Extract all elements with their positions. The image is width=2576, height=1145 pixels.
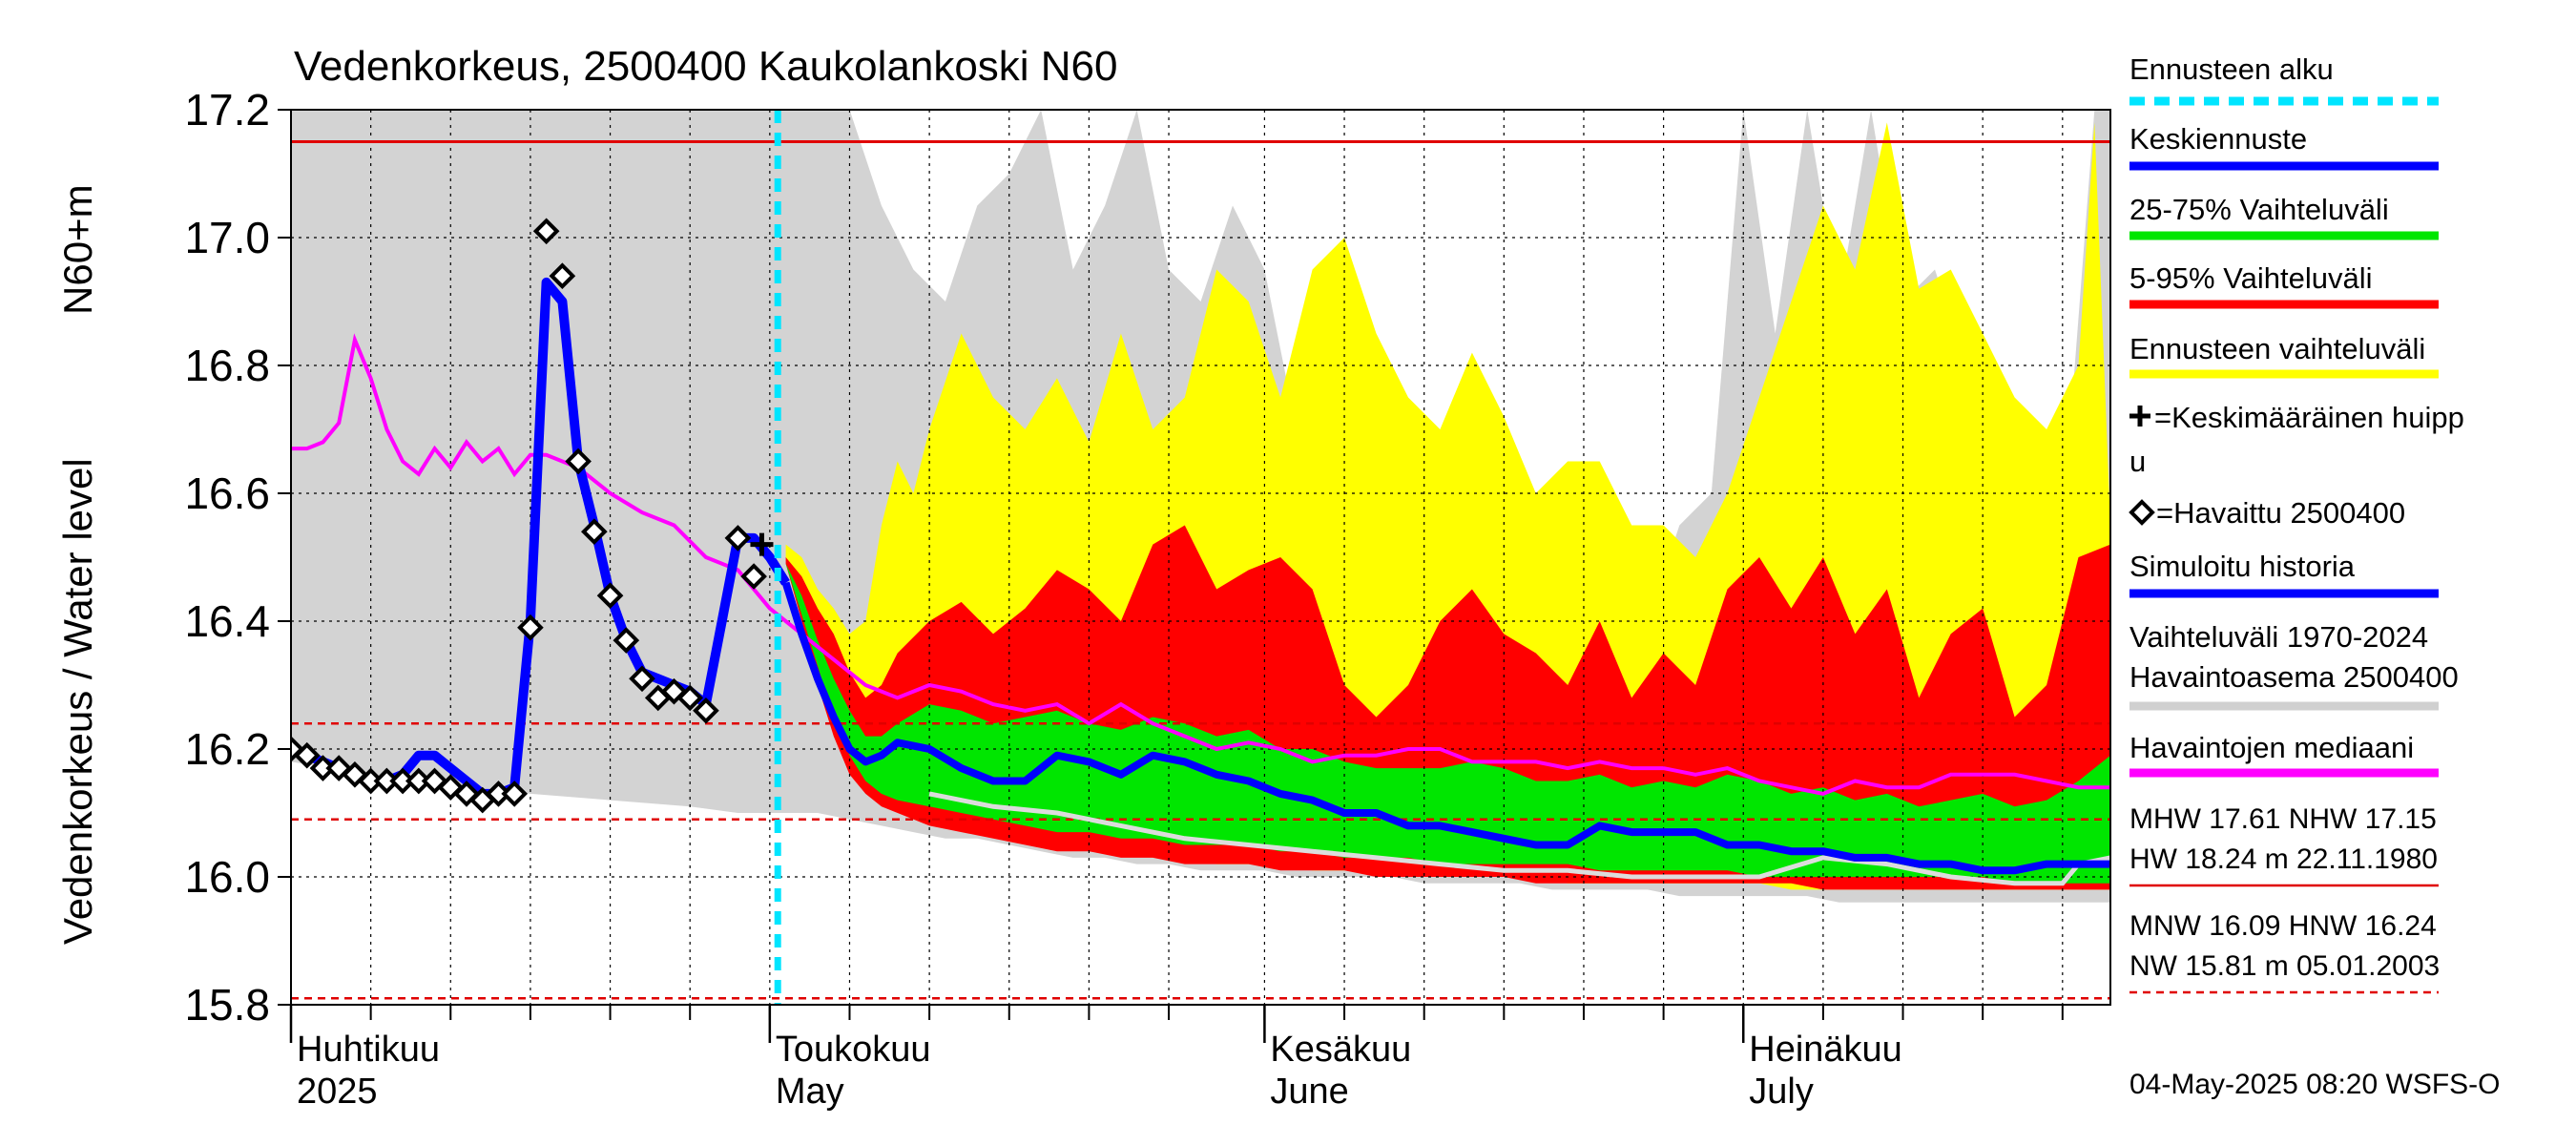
legend-label: =Havaittu 2500400 bbox=[2156, 496, 2405, 530]
observed-point bbox=[740, 563, 767, 590]
observed-point bbox=[517, 614, 544, 641]
plot-area bbox=[291, 110, 2110, 1005]
x-month-label: Kesäkuu bbox=[1270, 1030, 1411, 1070]
observed-point bbox=[613, 627, 640, 654]
legend-label: =Keskimääräinen huipp bbox=[2154, 401, 2464, 434]
footer-timestamp: 04-May-2025 08:20 WSFS-O bbox=[2129, 1069, 2501, 1100]
observed-point bbox=[693, 697, 719, 724]
observed-point bbox=[532, 218, 560, 245]
x-month-sublabel: May bbox=[776, 1072, 844, 1112]
y-axis-label: Vedenkorkeus / Water level bbox=[55, 458, 100, 945]
legend-label-line2: u bbox=[2129, 445, 2146, 478]
stats-row1: MHW 17.61 NHW 17.15 bbox=[2129, 803, 2437, 835]
legend-label-line2: Havaintoasema 2500400 bbox=[2129, 660, 2459, 694]
observed-point bbox=[293, 741, 321, 769]
legend-label: Simuloitu historia bbox=[2129, 550, 2356, 583]
observed-point bbox=[549, 262, 576, 290]
plot-frame bbox=[290, 109, 2111, 1006]
legend-label: 5-95% Vaihteluväli bbox=[2129, 261, 2372, 295]
stats-row2: HW 18.24 m 22.11.1980 bbox=[2129, 843, 2438, 875]
observed-point bbox=[565, 448, 592, 475]
axes: 15.8 16.0 16.2 16.4 16.6 16.8 17.0 17.2 Huhtikuu… bbox=[184, 85, 2111, 1112]
x-month-sublabel: June bbox=[1270, 1072, 1348, 1112]
legend-label: Vaihteluväli 1970-2024 bbox=[2129, 620, 2428, 654]
y-tick-label: 16.6 bbox=[184, 468, 270, 518]
y-axis-unit: N60+m bbox=[55, 184, 100, 315]
historical-observed-line bbox=[928, 791, 2110, 886]
x-month-sublabel: July bbox=[1749, 1072, 1814, 1112]
x-month-label: Heinäkuu bbox=[1749, 1030, 1902, 1070]
band-25-75-area bbox=[785, 563, 2110, 884]
y-tick-label: 16.8 bbox=[184, 341, 270, 390]
y-tick-label: 16.4 bbox=[184, 596, 270, 646]
observed-point bbox=[581, 518, 608, 546]
observed-point bbox=[501, 781, 529, 807]
y-tick-label: 16.0 bbox=[184, 852, 270, 902]
y-tick-label: 17.2 bbox=[184, 85, 270, 135]
x-month-sublabel: 2025 bbox=[297, 1072, 378, 1112]
plot-layers bbox=[291, 110, 2110, 1005]
chart-title: Vedenkorkeus, 2500400 Kaukolankoski N60 bbox=[294, 43, 1118, 90]
y-tick-label: 15.8 bbox=[184, 980, 270, 1030]
legend-label: 25-75% Vaihteluväli bbox=[2129, 193, 2389, 226]
stats-row4: NW 15.81 m 05.01.2003 bbox=[2129, 950, 2440, 982]
mean-forecast-line bbox=[781, 581, 2110, 875]
legend-plus-icon bbox=[2129, 406, 2150, 427]
legend-label: Havaintojen mediaani bbox=[2129, 731, 2414, 764]
observed-point bbox=[291, 736, 304, 762]
observed-point bbox=[724, 525, 752, 552]
observed-point bbox=[676, 684, 704, 712]
x-month-label: Toukokuu bbox=[776, 1030, 931, 1070]
stats-row3: MNW 16.09 HNW 16.24 bbox=[2129, 910, 2437, 942]
legend-diamond-icon bbox=[2129, 499, 2155, 526]
legend: Ennusteen alku Keskiennuste 25-75% Vaihtel… bbox=[2129, 52, 2464, 994]
legend-label: Ennusteen alku bbox=[2129, 52, 2334, 86]
observed-point bbox=[596, 582, 624, 610]
y-tick-label: 16.2 bbox=[184, 724, 270, 774]
legend-label: Keskiennuste bbox=[2129, 122, 2307, 156]
legend-label: Ennusteen vaihteluväli bbox=[2129, 332, 2425, 365]
observed-point bbox=[629, 665, 655, 693]
average-peak-marker bbox=[750, 532, 774, 556]
y-tick-label: 17.0 bbox=[184, 213, 270, 262]
x-month-label: Huhtikuu bbox=[297, 1030, 440, 1070]
median-line bbox=[291, 333, 2110, 796]
